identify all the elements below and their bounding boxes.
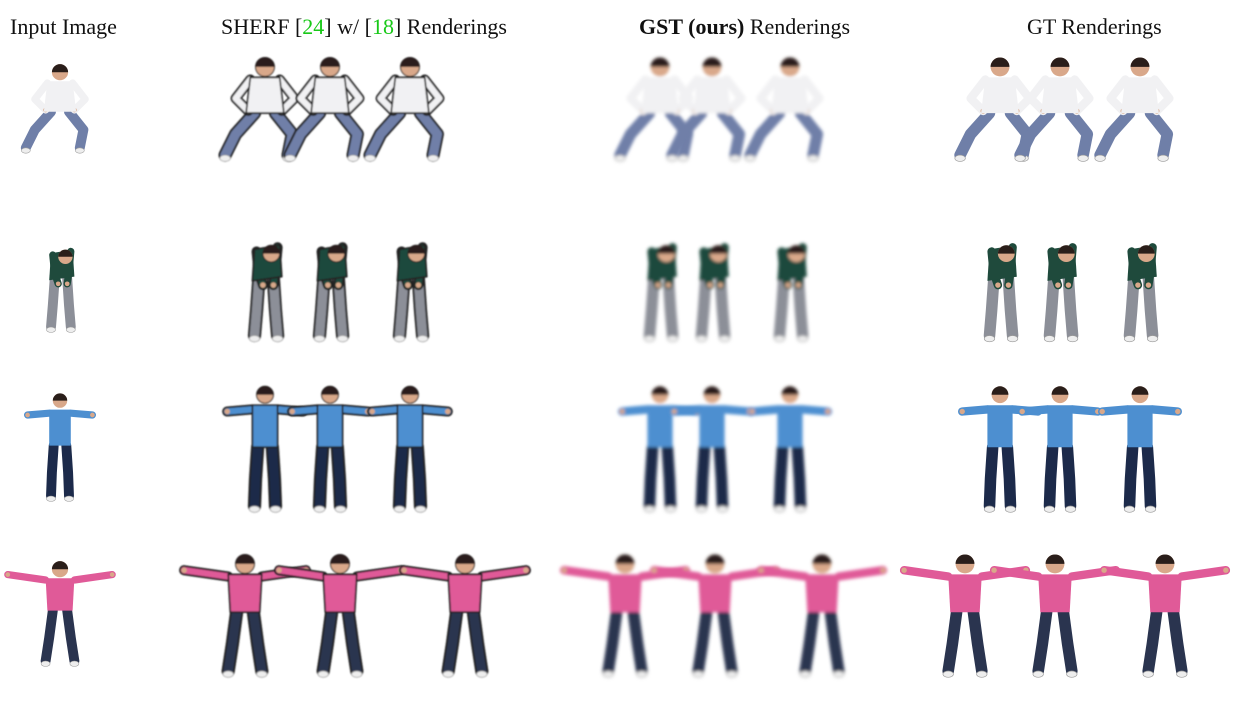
header-gst-rest: Renderings xyxy=(744,14,851,39)
person-figure-sherf-row1-view1 xyxy=(218,56,300,162)
person-figure-gst-row3-view2 xyxy=(670,386,754,513)
person-figure-gst-row2-view1 xyxy=(643,243,679,343)
header-gst-bold: GST (ours) xyxy=(639,14,745,39)
person-figure-gt-row3-view1 xyxy=(958,386,1042,513)
person-figure-gt-row4-view2 xyxy=(989,554,1121,678)
header-gt-text: GT Renderings xyxy=(1027,14,1162,39)
person-figure-sherf-row3-view1 xyxy=(222,385,308,513)
person-figure-sherf-row2-view2 xyxy=(312,242,350,343)
person-figure-gst-row3-view3 xyxy=(748,386,832,513)
person-figure-sherf-row1-view3 xyxy=(363,56,445,162)
person-figure-gt-row2-view3 xyxy=(1123,243,1159,343)
header-input-image: Input Image xyxy=(10,14,117,40)
header-gt: GT Renderings xyxy=(1027,14,1162,40)
figures-group xyxy=(4,56,1231,678)
person-figure-sherf-row2-view1 xyxy=(247,242,285,343)
person-figure-gt-row1-view3 xyxy=(1094,57,1174,162)
person-figure-input-row4-view1 xyxy=(4,561,116,667)
person-figure-gst-row1-view2 xyxy=(666,57,746,162)
header-sherf-end: ] Renderings xyxy=(393,14,507,39)
person-figure-sherf-row3-view3 xyxy=(367,385,453,513)
person-figure-gst-row3-view1 xyxy=(618,386,702,513)
person-figure-input-row2-view1 xyxy=(46,247,76,333)
person-figure-sherf-row4-view2 xyxy=(274,553,406,678)
person-figure-gt-row2-view2 xyxy=(1043,243,1079,343)
citation-link-24[interactable]: 24 xyxy=(302,14,325,39)
person-figure-sherf-row4-view3 xyxy=(399,553,531,678)
header-sherf: SHERF [24] w/ [18] Renderings xyxy=(221,14,507,40)
person-figure-sherf-row2-view3 xyxy=(392,242,430,343)
person-figure-gt-row4-view1 xyxy=(899,554,1031,678)
person-figure-input-row1-view1 xyxy=(20,64,89,154)
header-sherf-mid: ] w/ [ xyxy=(324,14,372,39)
person-figure-gst-row2-view3 xyxy=(773,243,809,343)
person-figure-gt-row4-view3 xyxy=(1099,554,1231,678)
person-figure-gt-row2-view1 xyxy=(983,243,1019,343)
person-figure-gst-row2-view2 xyxy=(695,243,731,343)
person-figure-sherf-row3-view2 xyxy=(287,385,373,513)
person-figure-gt-row1-view1 xyxy=(954,57,1034,162)
person-figure-gt-row3-view2 xyxy=(1018,386,1102,513)
person-figure-gst-row1-view3 xyxy=(744,57,824,162)
citation-link-18[interactable]: 18 xyxy=(371,14,394,39)
person-figure-gt-row1-view2 xyxy=(1014,57,1094,162)
person-figure-gst-row4-view1 xyxy=(559,554,691,678)
person-figure-gt-row3-view3 xyxy=(1098,386,1182,513)
header-input-text: Input Image xyxy=(10,14,117,39)
person-figure-input-row3-view1 xyxy=(23,393,97,502)
person-figure-sherf-row1-view2 xyxy=(283,56,365,162)
person-figure-gst-row4-view3 xyxy=(756,554,888,678)
header-gst: GST (ours) Renderings xyxy=(639,14,850,40)
header-sherf-name: SHERF [ xyxy=(221,14,303,39)
